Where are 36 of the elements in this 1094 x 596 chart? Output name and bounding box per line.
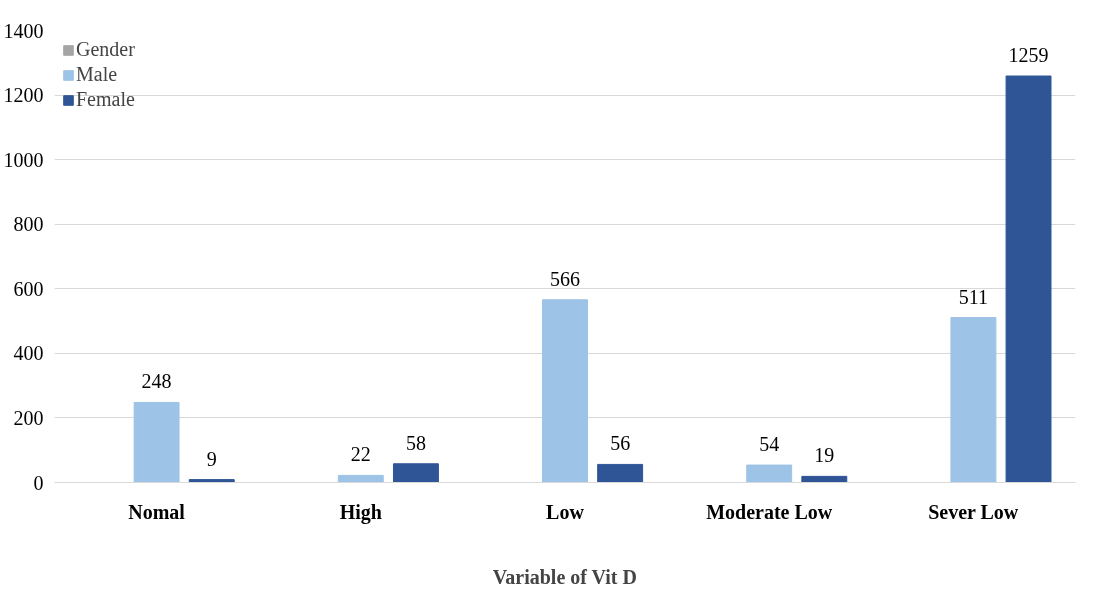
data-label: 1259 [1008, 44, 1049, 67]
data-label: 19 [814, 444, 835, 467]
x-axis-title: Variable of Vit D [492, 565, 637, 588]
legend-label: Gender [76, 38, 135, 61]
bar [597, 463, 644, 483]
y-tick-label: 1200 [3, 84, 44, 107]
data-label: 56 [610, 432, 631, 455]
bar [950, 317, 997, 483]
data-label: 511 [958, 285, 989, 308]
data-label: 566 [550, 267, 580, 290]
data-label: 248 [141, 370, 172, 393]
y-tick-label: 1400 [3, 19, 44, 42]
y-tick-label: 400 [13, 342, 44, 365]
y-tick-label: 600 [13, 277, 44, 300]
bar [542, 299, 588, 483]
x-tick-label: Low [546, 500, 585, 523]
bar [1005, 75, 1052, 483]
bar [746, 464, 793, 483]
legend-label: Male [76, 63, 118, 86]
data-label: 58 [405, 431, 426, 454]
data-label: 54 [759, 433, 780, 456]
bar [801, 475, 848, 483]
bar [337, 474, 384, 483]
data-label: 9 [206, 447, 217, 470]
x-tick-label: Moderate Low [706, 500, 833, 523]
data-label: 22 [350, 443, 371, 466]
x-tick-label: High [339, 500, 382, 524]
y-tick-label: 1000 [3, 148, 44, 171]
y-tick-label: 800 [13, 213, 44, 236]
x-tick-label: Sever Low [928, 500, 1019, 523]
bar [392, 463, 439, 483]
bar [133, 401, 180, 483]
legend-label: Female [76, 88, 135, 111]
y-tick-label: 0 [33, 471, 44, 494]
x-tick-label: Nomal [128, 500, 186, 523]
y-tick-label: 200 [13, 406, 44, 429]
